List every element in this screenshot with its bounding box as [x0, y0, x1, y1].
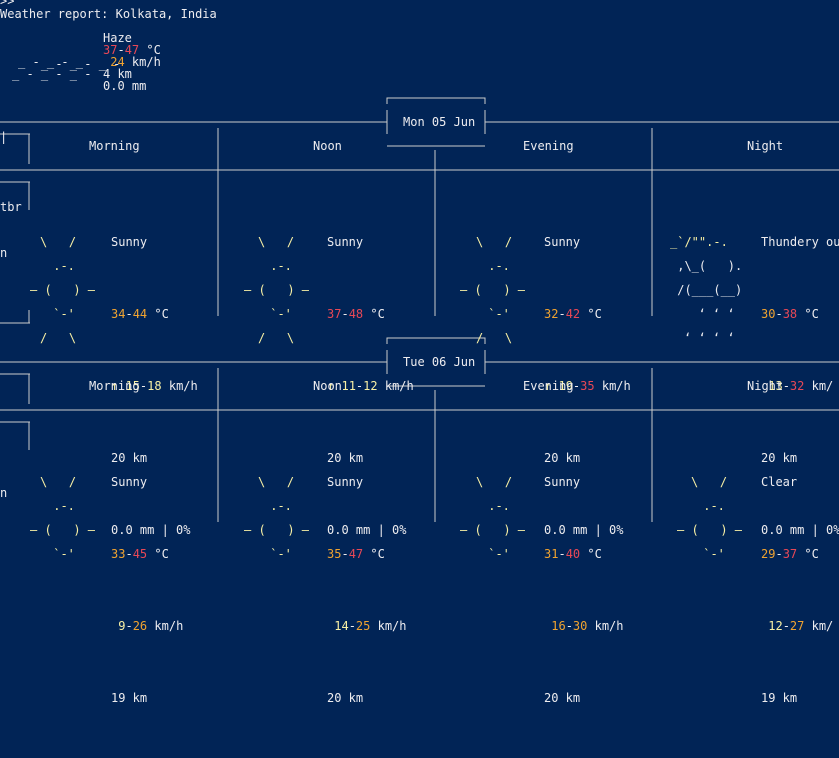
- forecast-slot: Clear 29-37 °C 12-27 km/ 19 km: [761, 475, 834, 705]
- day-date: Mon 05 Jun: [403, 115, 476, 129]
- current-condition: Haze: [103, 31, 132, 45]
- haze-icon-line-3: _ - _ - _ -: [12, 67, 92, 81]
- current-precipitation: 0.0 mm: [103, 79, 147, 93]
- clipped-border: |: [0, 130, 8, 144]
- period-evening: Evening: [523, 139, 574, 153]
- clipped-label: tbr: [0, 200, 22, 214]
- sunny-icon: \ / .-. ― ( ) ― `-': [244, 475, 310, 561]
- sunny-icon: \ / .-. ― ( ) ― `-' / \: [30, 235, 96, 345]
- haze-icon-line-2: _ - _ - _: [18, 55, 84, 69]
- forecast-slot: Sunny 37-48 °C ↑ 11-12 km/h 20 km 0.0 mm…: [327, 235, 414, 537]
- haze-icon: _ - _ - _ -: [40, 57, 121, 71]
- period-morning: Morning: [89, 379, 140, 393]
- period-noon: Noon: [313, 139, 342, 153]
- forecast-slot: Sunny 31-40 °C 16-30 km/h 20 km: [544, 475, 624, 705]
- period-night: Night: [747, 139, 784, 153]
- sunny-icon: \ / .-. ― ( ) ― `-' / \: [244, 235, 310, 345]
- wind-arrow-icon: ↑: [111, 379, 119, 393]
- current-wind: 24 km/h: [110, 55, 161, 69]
- wind-arrow-icon: ↑: [544, 379, 552, 393]
- current-visibility: 4 km: [103, 67, 132, 81]
- day-date: Tue 06 Jun: [403, 355, 476, 369]
- report-title: Weather report: Kolkata, India: [0, 7, 217, 21]
- clear-night-icon: \ / .-. ― ( ) ― `-': [677, 475, 743, 561]
- thunderstorm-icon: _`/"".-. ,\_( ). /(___(__) ‘ ‘ ‘‘ ‘ ‘ ‘: [670, 235, 743, 345]
- clipped-label-3: n: [0, 486, 8, 500]
- sunny-icon: \ / .-. ― ( ) ― `-': [30, 475, 96, 561]
- sunny-icon: \ / .-. ― ( ) ― `-' / \: [460, 235, 526, 345]
- sunny-icon: \ / .-. ― ( ) ― `-': [460, 475, 526, 561]
- period-morning: Morning: [89, 139, 140, 153]
- terminal-prompt: >>: [0, 0, 15, 8]
- wind-arrow-icon: ↑: [327, 379, 335, 393]
- period-night: Night: [747, 379, 784, 393]
- clipped-label-2: n: [0, 246, 8, 260]
- period-noon: Noon: [313, 379, 342, 393]
- period-evening: Evening: [523, 379, 574, 393]
- forecast-slot: Sunny 33-45 °C 9-26 km/h 19 km: [111, 475, 184, 705]
- forecast-slot: Sunny 35-47 °C 14-25 km/h 20 km: [327, 475, 407, 705]
- forecast-table-borders: [0, 97, 839, 522]
- current-temperature: 37-47 °C: [103, 43, 161, 57]
